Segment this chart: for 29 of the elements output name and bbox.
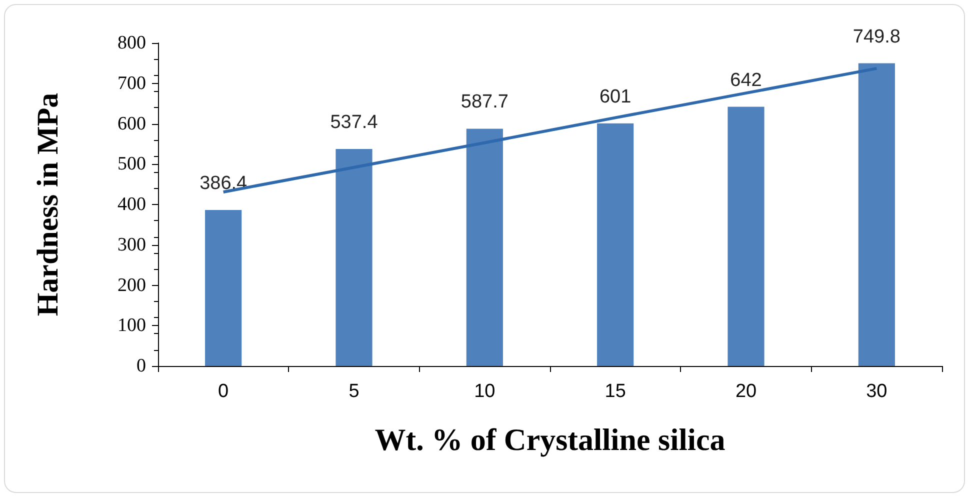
x-tick-label: 30 — [866, 381, 888, 402]
y-tick-label: 400 — [118, 194, 146, 215]
x-axis-title: Wt. % of Crystalline silica — [374, 422, 726, 457]
bar — [205, 210, 242, 366]
bar — [336, 149, 372, 366]
y-tick-label: 800 — [118, 32, 146, 54]
data-label: 749.8 — [852, 26, 900, 48]
y-tick-label: 700 — [118, 72, 146, 94]
y-tick-label: 300 — [118, 234, 146, 256]
y-tick-label: 100 — [118, 315, 146, 336]
data-label: 537.4 — [330, 112, 378, 134]
data-label: 642 — [730, 70, 762, 91]
data-label: 587.7 — [460, 92, 508, 113]
y-tick-label: 600 — [118, 113, 146, 134]
y-tick-label: 200 — [118, 274, 146, 296]
x-tick-label: 20 — [735, 381, 757, 402]
data-label: 601 — [599, 86, 632, 108]
x-tick-label: 5 — [348, 381, 360, 402]
bar — [858, 63, 895, 366]
x-tick-label: 0 — [218, 381, 229, 402]
x-tick-label: 10 — [474, 381, 496, 402]
x-tick-label: 15 — [604, 381, 626, 402]
y-tick-label: 0 — [136, 356, 146, 376]
data-label: 386.4 — [200, 172, 248, 194]
bar — [597, 123, 634, 366]
y-axis-title: Hardness in MPa — [32, 92, 64, 316]
bar — [728, 106, 764, 366]
y-tick-label: 500 — [118, 154, 146, 175]
bar — [466, 128, 503, 366]
